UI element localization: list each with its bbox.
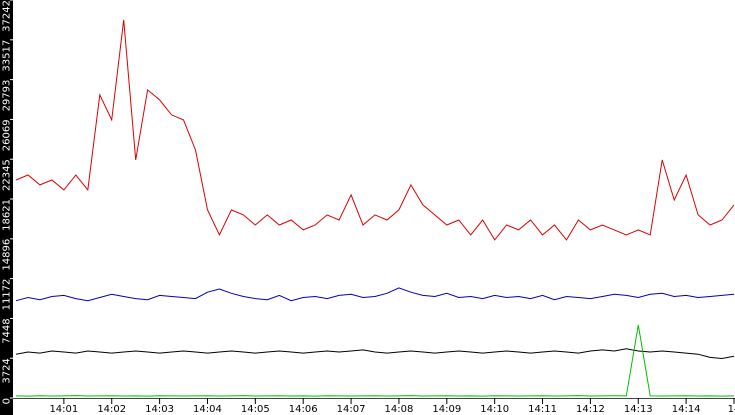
x-tick-label: 14:03 bbox=[145, 404, 174, 415]
series-line bbox=[15, 348, 735, 360]
y-tick-label: 3724 bbox=[2, 358, 13, 383]
y-tick-label: 33517 bbox=[2, 40, 13, 72]
y-tick-label: 0 bbox=[2, 398, 13, 404]
y-tick-label: 18621 bbox=[2, 199, 13, 231]
x-tick-label: 14:13 bbox=[624, 404, 653, 415]
x-tick-label: 14:12 bbox=[576, 404, 605, 415]
x-tick-label: 14:04 bbox=[193, 404, 222, 415]
series-line bbox=[15, 19, 735, 241]
series-line bbox=[15, 287, 735, 302]
x-tick-label: 14 bbox=[728, 404, 735, 415]
y-tick-label: 11172 bbox=[2, 279, 13, 311]
y-tick-label: 37242 bbox=[2, 0, 13, 32]
y-tick-label: 26069 bbox=[2, 119, 13, 151]
x-tick-label: 14:06 bbox=[289, 404, 318, 415]
y-tick-label: 29793 bbox=[2, 80, 13, 112]
x-tick-label: 14:07 bbox=[337, 404, 366, 415]
x-tick-label: 14:11 bbox=[528, 404, 557, 415]
x-tick-label: 14:01 bbox=[49, 404, 78, 415]
x-tick-label: 14:09 bbox=[432, 404, 461, 415]
y-tick-label: 7448 bbox=[2, 318, 13, 343]
y-axis-strip bbox=[0, 0, 13, 415]
series-line bbox=[15, 324, 735, 397]
x-tick-label: 14:08 bbox=[385, 404, 414, 415]
x-tick-label: 14:14 bbox=[672, 404, 701, 415]
x-tick-label: 14:05 bbox=[241, 404, 270, 415]
x-tick-label: 14:10 bbox=[480, 404, 509, 415]
y-tick-label: 14896 bbox=[2, 239, 13, 271]
y-tick-label: 22345 bbox=[2, 159, 13, 191]
x-tick-label: 14:02 bbox=[97, 404, 126, 415]
